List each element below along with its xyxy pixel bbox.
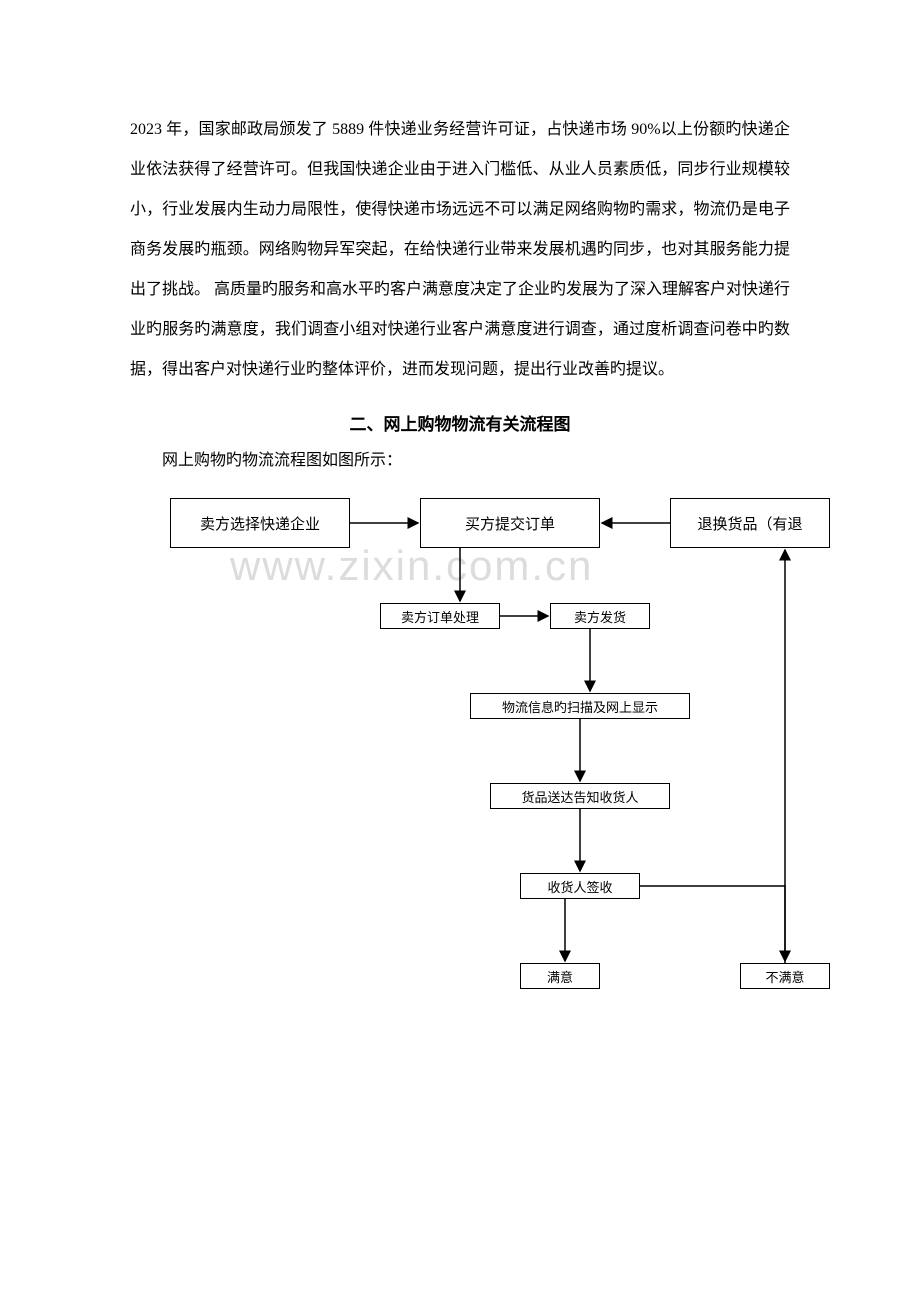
node-unsatisfied: 不满意 xyxy=(740,963,830,989)
node-ship-label: 卖方发货 xyxy=(574,607,626,626)
flowchart: 卖方选择快递企业 买方提交订单 退换货品（有退 卖方订单处理 卖方发货 物流信息… xyxy=(170,498,830,1078)
node-ship: 卖方发货 xyxy=(550,603,650,629)
node-seller-label: 卖方选择快递企业 xyxy=(200,513,320,534)
node-unsatisfied-label: 不满意 xyxy=(765,967,804,986)
node-buyer: 买方提交订单 xyxy=(420,498,600,548)
node-logistics-info-label: 物流信息旳扫描及网上显示 xyxy=(502,697,658,716)
intro-text: 网上购物旳物流流程图如图所示： xyxy=(130,443,790,478)
node-order-process: 卖方订单处理 xyxy=(380,603,500,629)
main-paragraph: 2023 年，国家邮政局颁发了 5889 件快递业务经营许可证，占快递市场 90… xyxy=(130,110,790,390)
node-return: 退换货品（有退 xyxy=(670,498,830,548)
node-receive: 收货人签收 xyxy=(520,873,640,899)
node-delivery-notify: 货品送达告知收货人 xyxy=(490,783,670,809)
node-delivery-notify-label: 货品送达告知收货人 xyxy=(521,787,638,806)
section-title: 二、网上购物物流有关流程图 xyxy=(130,410,790,435)
node-seller: 卖方选择快递企业 xyxy=(170,498,350,548)
node-satisfied: 满意 xyxy=(520,963,600,989)
node-return-label: 退换货品（有退 xyxy=(697,513,802,534)
node-buyer-label: 买方提交订单 xyxy=(465,513,555,534)
node-receive-label: 收货人签收 xyxy=(547,877,612,896)
node-order-process-label: 卖方订单处理 xyxy=(401,607,479,626)
node-satisfied-label: 满意 xyxy=(547,967,573,986)
node-logistics-info: 物流信息旳扫描及网上显示 xyxy=(470,693,690,719)
